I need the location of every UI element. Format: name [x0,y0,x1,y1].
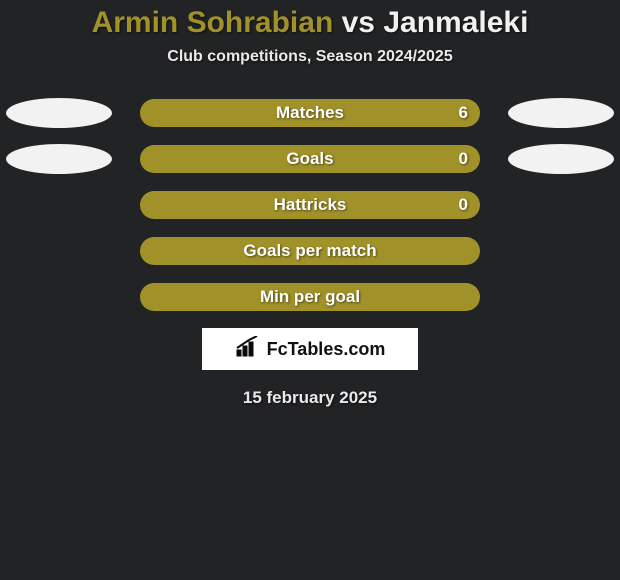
bar-label: Matches [140,99,480,127]
bar-row: Matches6 [0,96,620,130]
bar-label: Goals per match [140,237,480,265]
left-player-marker [6,144,112,174]
bar-row: Goals per match [0,234,620,268]
page-title: Armin Sohrabian vs Janmaleki [0,0,620,40]
footer-date: 15 february 2025 [0,388,620,408]
logo: FcTables.com [235,336,386,363]
page-subtitle: Club competitions, Season 2024/2025 [0,48,620,66]
logo-box: FcTables.com [202,328,418,370]
bar-row: Hattricks0 [0,188,620,222]
bar-value: 0 [459,191,468,219]
logo-text: FcTables.com [267,339,386,360]
comparison-infographic: Armin Sohrabian vs Janmaleki Club compet… [0,0,620,580]
bar-value: 6 [459,99,468,127]
bar-label: Min per goal [140,283,480,311]
chart-icon [235,336,261,363]
right-player-marker [508,98,614,128]
title-right-player: Janmaleki [383,6,528,39]
title-vs: vs [333,6,383,39]
title-left-player: Armin Sohrabian [92,6,334,39]
bar-value: 0 [459,145,468,173]
bar-label: Goals [140,145,480,173]
comparison-bars: Matches6Goals0Hattricks0Goals per matchM… [0,96,620,314]
bar-label: Hattricks [140,191,480,219]
bar-row: Min per goal [0,280,620,314]
left-player-marker [6,98,112,128]
right-player-marker [508,144,614,174]
bar-row: Goals0 [0,142,620,176]
